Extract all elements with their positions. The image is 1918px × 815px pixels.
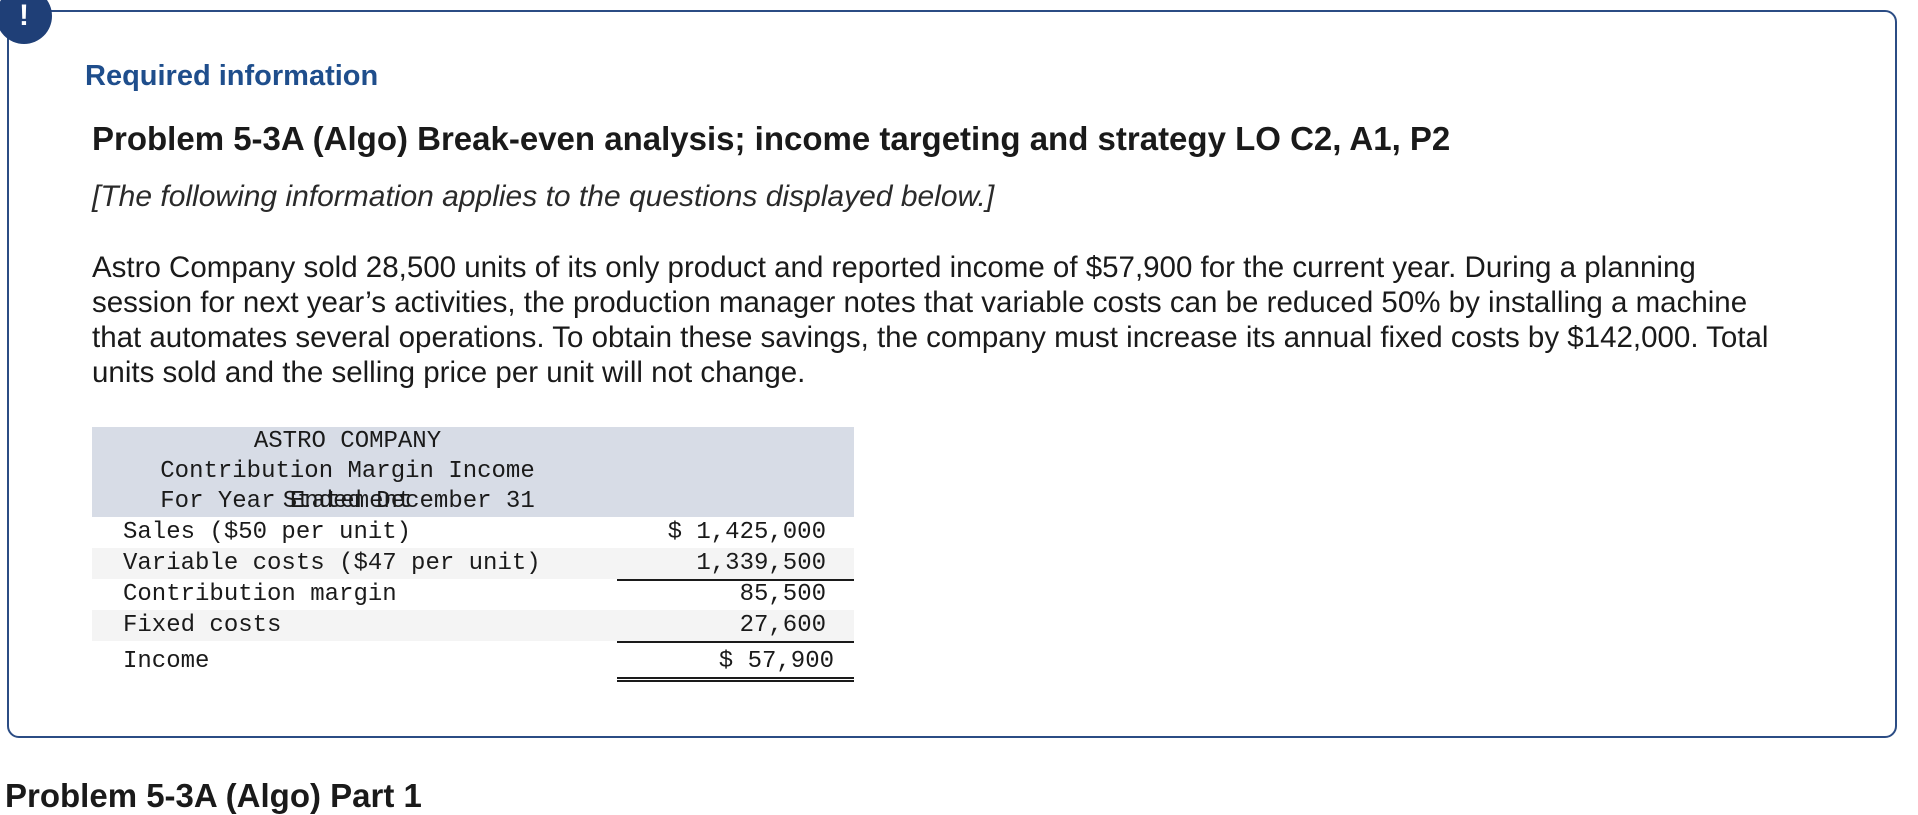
statement-header: ASTRO COMPANY Contribution Margin Income… (92, 427, 854, 517)
row-label: Contribution margin (123, 581, 397, 608)
problem-paragraph: Astro Company sold 28,500 units of its o… (92, 251, 1769, 389)
income-statement-table: ASTRO COMPANY Contribution Margin Income… (92, 427, 854, 682)
row-amount: $ 57,900 (617, 642, 854, 682)
row-label: Fixed costs (123, 612, 282, 639)
statement-row-fixed-costs: Fixed costs 27,600 (92, 610, 854, 643)
required-information-heading: Required information (85, 60, 379, 92)
statement-period: For Year Ended December 31 (160, 488, 535, 515)
next-part-heading: Problem 5-3A (Algo) Part 1 (5, 777, 422, 814)
alert-badge: ! (0, 0, 52, 44)
statement-row-income: Income $ 57,900 (92, 642, 854, 682)
row-label: Sales ($50 per unit) (123, 519, 412, 546)
statement-company-name: ASTRO COMPANY (253, 428, 442, 455)
row-amount: $ 1,425,000 (667, 519, 826, 546)
statement-row-contribution-margin: Contribution margin 85,500 (92, 579, 854, 610)
row-label: Variable costs ($47 per unit) (123, 550, 541, 577)
statement-row-sales: Sales ($50 per unit) $ 1,425,000 (92, 517, 854, 548)
intro-note: [The following information applies to th… (92, 180, 995, 213)
row-amount: 1,339,500 (617, 548, 854, 581)
row-amount: 27,600 (617, 610, 854, 643)
row-label: Income (123, 648, 210, 675)
exclamation-icon: ! (19, 0, 29, 32)
statement-title: Contribution Margin Income Statement (160, 458, 535, 515)
statement-row-variable-costs: Variable costs ($47 per unit) 1,339,500 (92, 548, 854, 581)
problem-title: Problem 5-3A (Algo) Break-even analysis;… (92, 120, 1451, 157)
row-amount: 85,500 (739, 581, 826, 608)
